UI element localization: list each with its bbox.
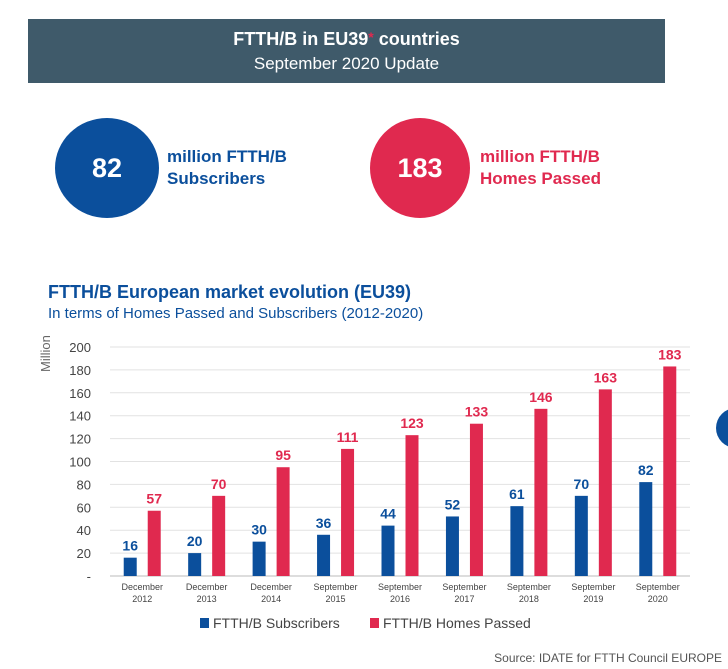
x-tick-label: September: [636, 582, 680, 592]
subscribers-bar: [574, 495, 588, 576]
subscribers-kpi-line1: million FTTH/B: [167, 147, 287, 166]
homes-passed-bar: [147, 510, 161, 576]
subscribers-data-label: 44: [380, 506, 396, 522]
x-tick-label: 2014: [261, 594, 281, 604]
subscribers-kpi-line2: Subscribers: [167, 169, 266, 188]
x-tick-label: December: [186, 582, 228, 592]
homes-passed-data-label: 123: [400, 415, 424, 431]
x-tick-label: September: [507, 582, 551, 592]
x-tick-label: September: [442, 582, 486, 592]
homes-passed-data-label: 146: [529, 389, 553, 405]
x-tick-label: 2020: [648, 594, 668, 604]
homes-passed-bar: [534, 408, 548, 576]
subscribers-data-label: 52: [445, 496, 461, 512]
subscribers-data-label: 20: [187, 533, 203, 549]
homes-passed-bar: [405, 435, 419, 576]
homes-passed-bar: [663, 366, 677, 576]
subscribers-data-label: 36: [316, 515, 332, 531]
x-tick-label: 2013: [197, 594, 217, 604]
subscribers-bar: [510, 506, 524, 576]
homes-passed-data-label: 70: [211, 476, 227, 492]
homes-passed-bar: [598, 389, 612, 576]
homes-passed-kpi-line1: million FTTH/B: [480, 147, 600, 166]
subscribers-legend-swatch: [200, 618, 209, 628]
y-tick-label: 100: [69, 455, 91, 470]
header-banner: FTTH/B in EU39* countries September 2020…: [28, 19, 665, 83]
x-tick-label: 2017: [454, 594, 474, 604]
subscribers-bar: [123, 557, 137, 576]
y-tick-label: 200: [69, 340, 91, 355]
x-tick-label: 2015: [326, 594, 346, 604]
x-tick-label: September: [571, 582, 615, 592]
subscribers-bar: [188, 553, 202, 576]
homes-passed-kpi-line2: Homes Passed: [480, 169, 601, 188]
homes-passed-bar: [212, 495, 226, 576]
homes-passed-legend-swatch: [370, 618, 379, 628]
x-tick-label: 2016: [390, 594, 410, 604]
subscribers-data-label: 16: [122, 538, 138, 554]
homes-passed-data-label: 111: [337, 429, 359, 445]
y-tick-label: -: [87, 569, 91, 584]
homes-passed-data-label: 95: [275, 447, 291, 463]
banner-title-mark: *: [368, 29, 374, 45]
subscribers-data-label: 30: [251, 522, 267, 538]
homes-passed-legend-label: FTTH/B Homes Passed: [383, 615, 531, 631]
chart-title: FTTH/B European market evolution (EU39): [48, 282, 412, 302]
homes-passed-data-label: 163: [594, 369, 618, 385]
subscribers-bar: [445, 516, 459, 576]
y-tick-label: 80: [77, 477, 91, 492]
y-tick-label: 160: [69, 386, 91, 401]
decorative-circle: [716, 408, 728, 448]
x-tick-label: December: [121, 582, 163, 592]
homes-passed-data-label: 57: [146, 491, 162, 507]
x-tick-label: 2018: [519, 594, 539, 604]
subscribers-kpi-circle: 82: [55, 118, 159, 218]
x-tick-label: September: [314, 582, 358, 592]
chart-subtitle: In terms of Homes Passed and Subscribers…: [48, 305, 424, 322]
homes-passed-data-label: 133: [465, 404, 489, 420]
homes-passed-bar: [276, 467, 290, 576]
x-tick-label: 2019: [583, 594, 603, 604]
subscribers-bar: [252, 541, 266, 576]
y-tick-label: 120: [69, 432, 91, 447]
subscribers-bar: [317, 534, 331, 576]
y-tick-label: 40: [77, 523, 91, 538]
homes-passed-kpi-label: million FTTH/B Homes Passed: [480, 146, 601, 190]
homes-passed-bar: [469, 423, 483, 576]
banner-title: FTTH/B in EU39* countries: [28, 29, 665, 50]
homes-passed-bar: [341, 448, 355, 576]
y-tick-label: 140: [69, 409, 91, 424]
source-note: Source: IDATE for FTTH Council EUROPE: [494, 651, 722, 665]
subscribers-data-label: 61: [509, 486, 525, 502]
banner-subtitle: September 2020 Update: [253, 54, 440, 73]
y-tick-label: 180: [69, 363, 91, 378]
banner-title-text: FTTH/B in EU39: [233, 29, 369, 49]
banner-title-suffix: countries: [373, 29, 460, 49]
x-tick-label: September: [378, 582, 422, 592]
subscribers-data-label: 82: [638, 462, 654, 478]
subscribers-kpi-label: million FTTH/B Subscribers: [167, 146, 287, 190]
subscribers-legend-label: FTTH/B Subscribers: [213, 615, 340, 631]
homes-passed-data-label: 183: [658, 346, 682, 362]
subscribers-bar: [639, 482, 653, 576]
subscribers-bar: [381, 525, 395, 576]
y-tick-label: 20: [77, 546, 91, 561]
homes-passed-kpi-circle: 183: [370, 118, 470, 218]
x-tick-label: December: [250, 582, 292, 592]
subscribers-data-label: 70: [574, 476, 590, 492]
x-tick-label: 2012: [132, 594, 152, 604]
y-tick-label: 60: [77, 500, 91, 515]
